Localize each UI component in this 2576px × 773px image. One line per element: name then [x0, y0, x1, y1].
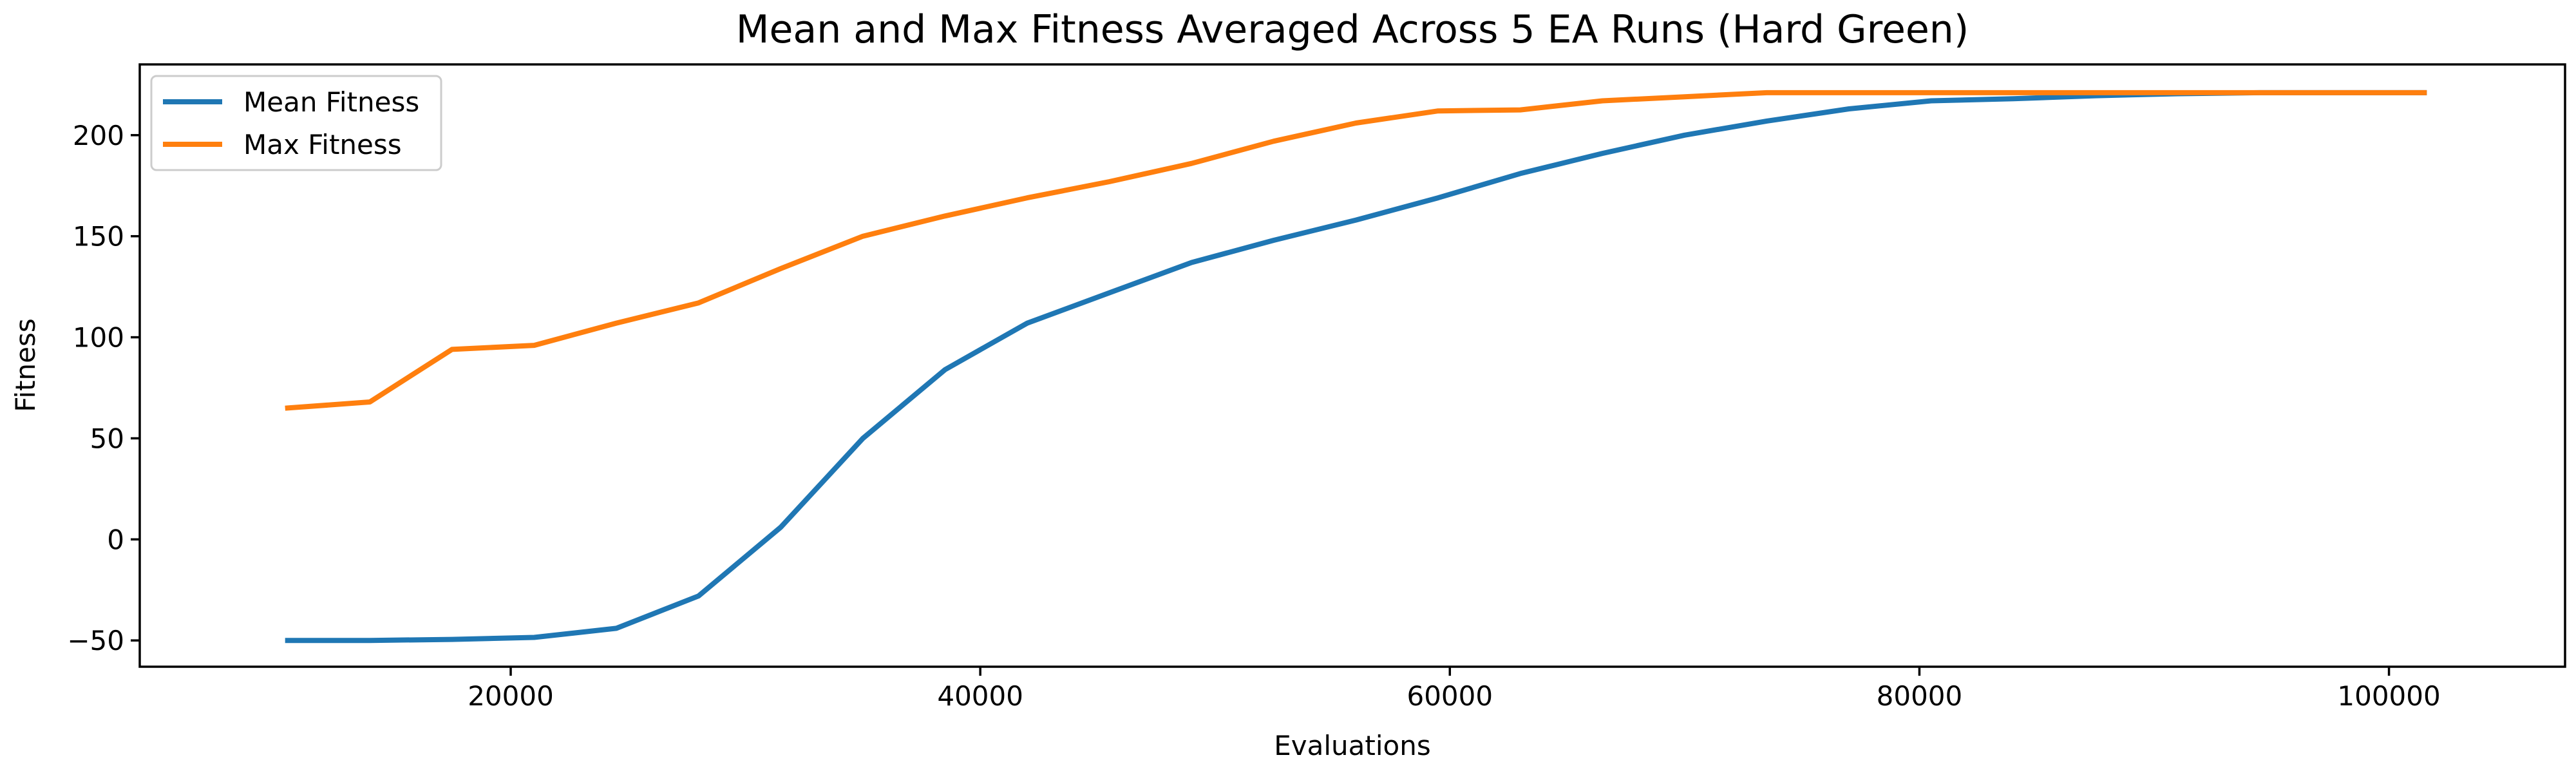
y-axis: −50 0 50 100 150 200 [67, 120, 140, 656]
chart-title: Mean and Max Fitness Averaged Across 5 E… [736, 7, 1969, 52]
legend: Mean Fitness Max Fitness [150, 75, 442, 171]
y-tick-label: 0 [107, 524, 124, 555]
y-tick-label: 50 [90, 423, 124, 454]
legend-label-max-fitness: Max Fitness [243, 129, 402, 160]
x-tick-label: 60000 [1406, 680, 1493, 712]
axes-frame [138, 63, 2566, 668]
y-tick-label: 100 [73, 322, 124, 354]
legend-label-mean-fitness: Mean Fitness [243, 86, 419, 118]
y-tick-label: 150 [73, 221, 124, 253]
x-axis-label: Evaluations [1274, 730, 1431, 761]
series-line-mean-fitness [285, 90, 2427, 644]
series-line-max-fitness [285, 90, 2427, 411]
x-tick-label: 20000 [468, 680, 554, 712]
x-tick-label: 80000 [1877, 680, 1963, 712]
legend-box [150, 75, 442, 171]
y-tick-label: 200 [73, 120, 124, 151]
plot-area [285, 90, 2427, 644]
y-axis-label: Fitness [10, 318, 41, 412]
x-tick-label: 40000 [937, 680, 1023, 712]
x-tick-label: 100000 [2337, 680, 2440, 712]
x-axis: 20000 40000 60000 80000 100000 [468, 667, 2441, 712]
y-tick-label: −50 [67, 625, 124, 656]
